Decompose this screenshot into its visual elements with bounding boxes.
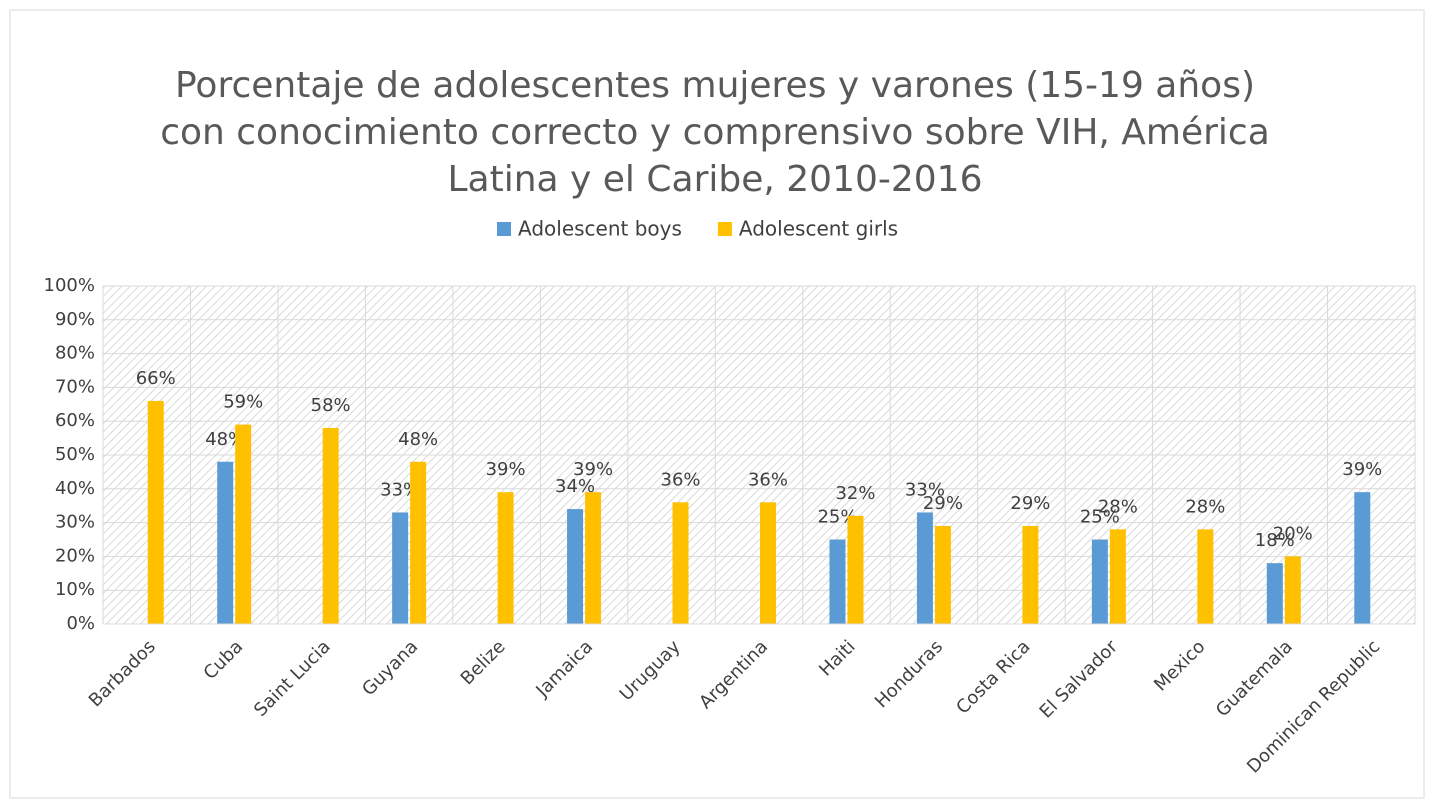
legend-swatch <box>717 222 732 236</box>
y-tick-label: 60% <box>55 410 95 431</box>
data-label: 39% <box>573 459 613 480</box>
bar <box>235 424 252 624</box>
y-tick-label: 100% <box>44 275 95 296</box>
x-tick-label: Uruguay <box>616 636 685 705</box>
x-tick-label: El Salvador <box>1036 636 1123 723</box>
x-tick-label: Barbados <box>85 636 160 711</box>
bar <box>1022 525 1039 624</box>
bar <box>829 539 846 624</box>
bar <box>392 512 409 624</box>
bar <box>1284 556 1301 624</box>
bar <box>1266 563 1283 624</box>
y-tick-label: 70% <box>55 376 95 397</box>
bar <box>1354 492 1371 624</box>
chart-title: Porcentaje de adolescentes mujeres y var… <box>160 65 1270 200</box>
bar <box>916 512 933 624</box>
data-label: 29% <box>1010 493 1050 514</box>
bar <box>585 492 602 624</box>
bar <box>217 461 234 624</box>
bar <box>567 509 584 624</box>
x-tick-label: Guatemala <box>1212 636 1297 721</box>
data-label: 34% <box>555 476 595 497</box>
data-label: 20% <box>1273 523 1313 544</box>
data-label: 58% <box>311 395 351 416</box>
data-label: 36% <box>661 469 701 490</box>
data-label: 59% <box>223 392 263 413</box>
data-label: 36% <box>748 469 788 490</box>
data-label: 39% <box>486 459 526 480</box>
y-tick-label: 50% <box>55 444 95 465</box>
data-label: 48% <box>398 429 438 450</box>
y-tick-label: 80% <box>55 343 95 364</box>
bar <box>410 461 427 624</box>
bar <box>934 525 951 624</box>
bar <box>760 502 776 624</box>
data-label: 66% <box>136 368 176 389</box>
y-tick-label: 0% <box>66 613 95 634</box>
x-tick-label: Saint Lucia <box>250 636 335 721</box>
legend-label: Adolescent girls <box>739 217 898 241</box>
chart-border <box>9 9 1425 799</box>
legend-label: Adolescent boys <box>518 217 682 241</box>
x-tick-label: Haiti <box>815 636 859 680</box>
x-tick-label: Jamaica <box>531 636 597 702</box>
data-label: 18% <box>1255 530 1295 551</box>
bar <box>497 492 514 624</box>
bar <box>1109 529 1126 624</box>
y-tick-label: 30% <box>55 512 95 533</box>
x-tick-label: Honduras <box>871 636 947 712</box>
x-tick-label: Belize <box>457 636 510 689</box>
data-label: 28% <box>1098 496 1138 517</box>
y-tick-label: 90% <box>55 309 95 330</box>
x-tick-label: Argentina <box>695 636 772 713</box>
x-tick-label: Guyana <box>358 636 422 700</box>
bar <box>322 427 339 624</box>
data-label: 33% <box>905 479 945 500</box>
data-label: 29% <box>923 493 963 514</box>
data-label: 28% <box>1185 496 1225 517</box>
y-tick-label: 10% <box>55 579 95 600</box>
data-label: 39% <box>1342 459 1382 480</box>
bar <box>147 400 164 624</box>
bar <box>1197 529 1214 624</box>
bar <box>1091 539 1108 624</box>
bar <box>672 502 689 624</box>
x-tick-label: Cuba <box>200 636 248 684</box>
x-tick-label: Costa Rica <box>952 636 1034 718</box>
legend-swatch <box>497 222 511 236</box>
y-tick-label: 20% <box>55 545 95 566</box>
data-label: 25% <box>1080 507 1120 528</box>
y-tick-label: 40% <box>55 478 95 499</box>
data-label: 32% <box>835 483 875 504</box>
x-tick-label: Mexico <box>1150 636 1209 695</box>
bar <box>847 515 864 624</box>
